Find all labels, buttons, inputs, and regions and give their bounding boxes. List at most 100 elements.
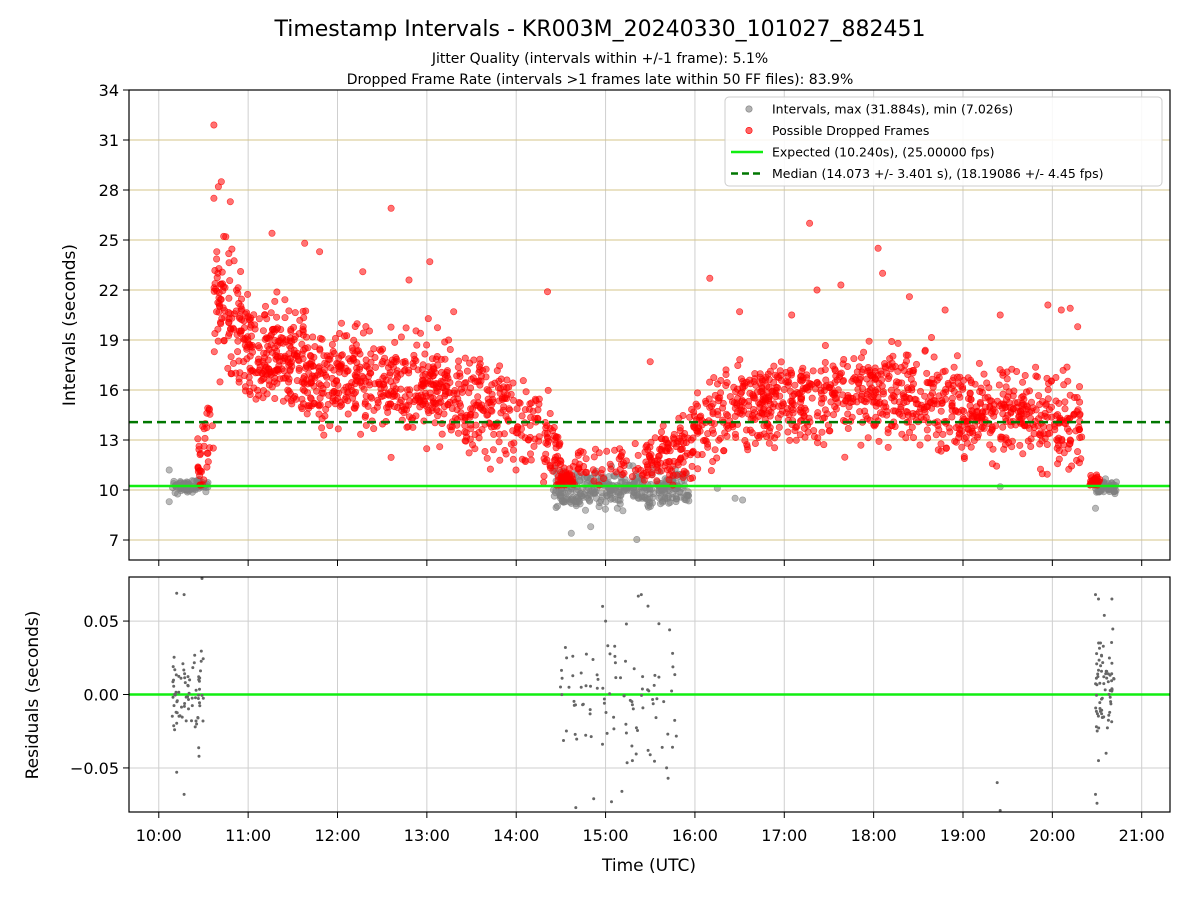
- dropped-frame-point: [960, 454, 968, 462]
- dropped-frame-point: [1066, 440, 1074, 448]
- dropped-frame-point: [959, 385, 967, 393]
- dropped-frame-point: [248, 343, 256, 351]
- dropped-frame-point: [370, 406, 378, 414]
- dropped-frame-point: [210, 287, 218, 295]
- residual-point: [201, 657, 205, 661]
- dropped-frame-point: [844, 424, 852, 432]
- dropped-frame-point: [1074, 448, 1082, 456]
- interval-point: [564, 487, 572, 495]
- dropped-frame-point: [953, 352, 961, 360]
- residual-point: [671, 651, 675, 655]
- dropped-frame-point: [387, 323, 395, 331]
- dropped-frame-point: [589, 466, 597, 474]
- dropped-frame-point: [872, 388, 880, 396]
- dropped-frame-point: [934, 421, 942, 429]
- dropped-frame-point: [234, 289, 242, 297]
- residual-point: [1098, 646, 1101, 650]
- dropped-frame-point: [353, 320, 361, 328]
- dropped-frame-point: [805, 379, 813, 387]
- dropped-frame-point: [890, 397, 898, 405]
- dropped-frame-point: [248, 332, 256, 340]
- residual-point: [187, 698, 190, 701]
- dropped-frame-point: [702, 397, 710, 405]
- dropped-frame-point: [1028, 407, 1036, 415]
- dropped-frame-point: [875, 400, 883, 408]
- dropped-frame-point: [512, 466, 520, 474]
- dropped-frame-point: [941, 367, 949, 375]
- dropped-frame-point: [976, 398, 984, 406]
- dropped-frame-point: [893, 388, 901, 396]
- residual-point: [1098, 709, 1102, 713]
- residual-point: [559, 685, 562, 689]
- dropped-frame-point: [923, 426, 931, 434]
- residual-point: [563, 646, 567, 649]
- dropped-frame-point: [757, 388, 765, 396]
- dropped-frame-point: [247, 367, 255, 375]
- dropped-frame-point: [268, 383, 276, 391]
- dropped-frame-point: [1052, 397, 1060, 405]
- dropped-frame-point: [235, 375, 243, 383]
- dropped-frame-point: [210, 121, 218, 129]
- dropped-frame-point: [210, 348, 218, 356]
- residual-point: [190, 719, 193, 723]
- dropped-frame-point: [1009, 405, 1017, 413]
- residual-point: [1110, 679, 1114, 683]
- interval-point: [567, 529, 575, 537]
- dropped-frame-point: [813, 286, 821, 294]
- dropped-frame-point: [810, 427, 818, 435]
- residual-point: [172, 724, 176, 728]
- dropped-frame-point: [290, 346, 298, 354]
- dropped-frame-point: [294, 356, 302, 364]
- residual-point: [1094, 725, 1098, 729]
- residual-point: [634, 726, 638, 730]
- dropped-frame-point: [892, 381, 900, 389]
- dropped-frame-point: [211, 329, 219, 337]
- residual-point: [581, 703, 585, 707]
- dropped-frame-point: [360, 385, 368, 393]
- dropped-frame-point: [471, 411, 479, 419]
- dropped-frame-point: [915, 408, 923, 416]
- dropped-frame-point: [255, 355, 263, 363]
- dropped-frame-point: [857, 396, 865, 404]
- dropped-frame-point: [1044, 301, 1052, 309]
- residual-point: [1104, 751, 1108, 755]
- dropped-frame-point: [417, 380, 425, 388]
- dropped-frame-point: [989, 445, 997, 453]
- residual-point: [560, 693, 564, 697]
- legend-marker: [745, 105, 753, 113]
- dropped-frame-point: [423, 445, 431, 453]
- dropped-frame-point: [736, 356, 744, 364]
- dropped-frame-point: [477, 372, 485, 380]
- residual-point: [193, 725, 197, 729]
- dropped-frame-point: [540, 472, 548, 480]
- dropped-frame-point: [194, 435, 202, 443]
- dropped-frame-point: [643, 471, 651, 479]
- dropped-frame-point: [898, 430, 906, 438]
- dropped-frame-point: [476, 381, 484, 389]
- dropped-frame-point: [334, 425, 342, 433]
- dropped-frame-point: [341, 370, 349, 378]
- dropped-frame-point: [350, 356, 358, 364]
- residual-point: [175, 591, 179, 595]
- y-tick-label: 13: [99, 431, 119, 450]
- residual-point: [182, 668, 186, 672]
- dropped-frame-point: [476, 355, 484, 363]
- dropped-frame-point: [927, 333, 935, 341]
- dropped-frame-point: [440, 403, 448, 411]
- y-tick-label: 10: [99, 481, 119, 500]
- residual-point: [572, 703, 576, 707]
- dropped-frame-point: [271, 297, 279, 305]
- residual-point: [612, 727, 616, 731]
- dropped-frame-point: [841, 453, 849, 461]
- dropped-frame-point: [237, 267, 245, 275]
- dropped-frame-point: [286, 337, 294, 345]
- residual-point: [173, 692, 177, 696]
- dropped-frame-point: [263, 349, 271, 357]
- interval-point: [731, 494, 739, 502]
- dropped-frame-point: [721, 429, 729, 437]
- dropped-frame-point: [361, 398, 369, 406]
- dropped-frame-point: [328, 340, 336, 348]
- y-tick-label: 34: [99, 81, 119, 100]
- dropped-frame-point: [278, 365, 286, 373]
- residual-point: [170, 714, 174, 718]
